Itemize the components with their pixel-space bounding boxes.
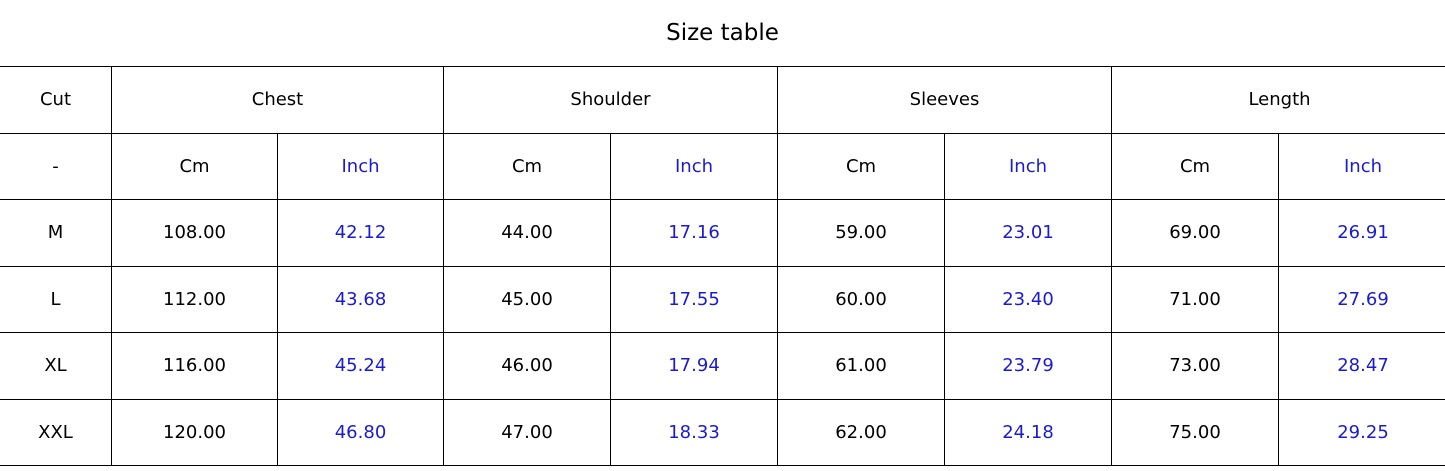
- unit-inch: Inch: [944, 132, 1112, 200]
- inch-cell: 23.01: [944, 199, 1112, 267]
- inch-cell: 26.91: [1278, 199, 1445, 267]
- table-row: M 108.00 42.12 44.00 17.16 59.00 23.01 69.00 26.…: [0, 199, 1445, 267]
- inch-cell: 46.80: [277, 398, 444, 466]
- cut-cell: L: [0, 265, 112, 333]
- unit-cm: Cm: [111, 132, 278, 200]
- table-row: L 112.00 43.68 45.00 17.55 60.00 23.40 71.00 27.…: [0, 265, 1445, 333]
- cm-cell: 60.00: [777, 265, 945, 333]
- page-title: Size table: [666, 20, 779, 46]
- inch-cell: 23.40: [944, 265, 1112, 333]
- cut-cell: XXL: [0, 398, 112, 466]
- table-row: XXL 120.00 46.80 47.00 18.33 62.00 24.18 75.00 2…: [0, 398, 1445, 466]
- inch-cell: 17.55: [610, 265, 778, 333]
- inch-cell: 45.24: [277, 332, 444, 400]
- unit-row-label: -: [0, 132, 112, 200]
- cm-cell: 45.00: [443, 265, 611, 333]
- cm-cell: 112.00: [111, 265, 278, 333]
- cm-cell: 44.00: [443, 199, 611, 267]
- cm-cell: 62.00: [777, 398, 945, 466]
- unit-inch: Inch: [610, 132, 778, 200]
- header-group: Shoulder: [443, 66, 778, 134]
- header-group: Length: [1111, 66, 1445, 134]
- table-row: XL 116.00 45.24 46.00 17.94 61.00 23.79 73.00 28…: [0, 332, 1445, 400]
- cm-cell: 59.00: [777, 199, 945, 267]
- unit-cm: Cm: [443, 132, 611, 200]
- inch-cell: 27.69: [1278, 265, 1445, 333]
- header-group: Chest: [111, 66, 444, 134]
- cm-cell: 108.00: [111, 199, 278, 267]
- cm-cell: 47.00: [443, 398, 611, 466]
- inch-cell: 24.18: [944, 398, 1112, 466]
- cm-cell: 116.00: [111, 332, 278, 400]
- cm-cell: 69.00: [1111, 199, 1279, 267]
- cm-cell: 71.00: [1111, 265, 1279, 333]
- header-row: Cut Chest Shoulder Sleeves Length: [0, 66, 1445, 134]
- cut-cell: XL: [0, 332, 112, 400]
- inch-cell: 18.33: [610, 398, 778, 466]
- cut-cell: M: [0, 199, 112, 267]
- inch-cell: 42.12: [277, 199, 444, 267]
- unit-cm: Cm: [777, 132, 945, 200]
- header-cut: Cut: [0, 66, 112, 134]
- cm-cell: 73.00: [1111, 332, 1279, 400]
- inch-cell: 29.25: [1278, 398, 1445, 466]
- inch-cell: 17.16: [610, 199, 778, 267]
- unit-cm: Cm: [1111, 132, 1279, 200]
- header-group: Sleeves: [777, 66, 1112, 134]
- inch-cell: 43.68: [277, 265, 444, 333]
- unit-inch: Inch: [1278, 132, 1445, 200]
- cm-cell: 46.00: [443, 332, 611, 400]
- cm-cell: 61.00: [777, 332, 945, 400]
- unit-inch: Inch: [277, 132, 444, 200]
- cm-cell: 75.00: [1111, 398, 1279, 466]
- unit-row: - Cm Inch Cm Inch Cm Inch Cm Inch: [0, 132, 1445, 200]
- size-table: Cut Chest Shoulder Sleeves Length - Cm Inch Cm In…: [0, 66, 1445, 466]
- inch-cell: 17.94: [610, 332, 778, 400]
- inch-cell: 28.47: [1278, 332, 1445, 400]
- cm-cell: 120.00: [111, 398, 278, 466]
- inch-cell: 23.79: [944, 332, 1112, 400]
